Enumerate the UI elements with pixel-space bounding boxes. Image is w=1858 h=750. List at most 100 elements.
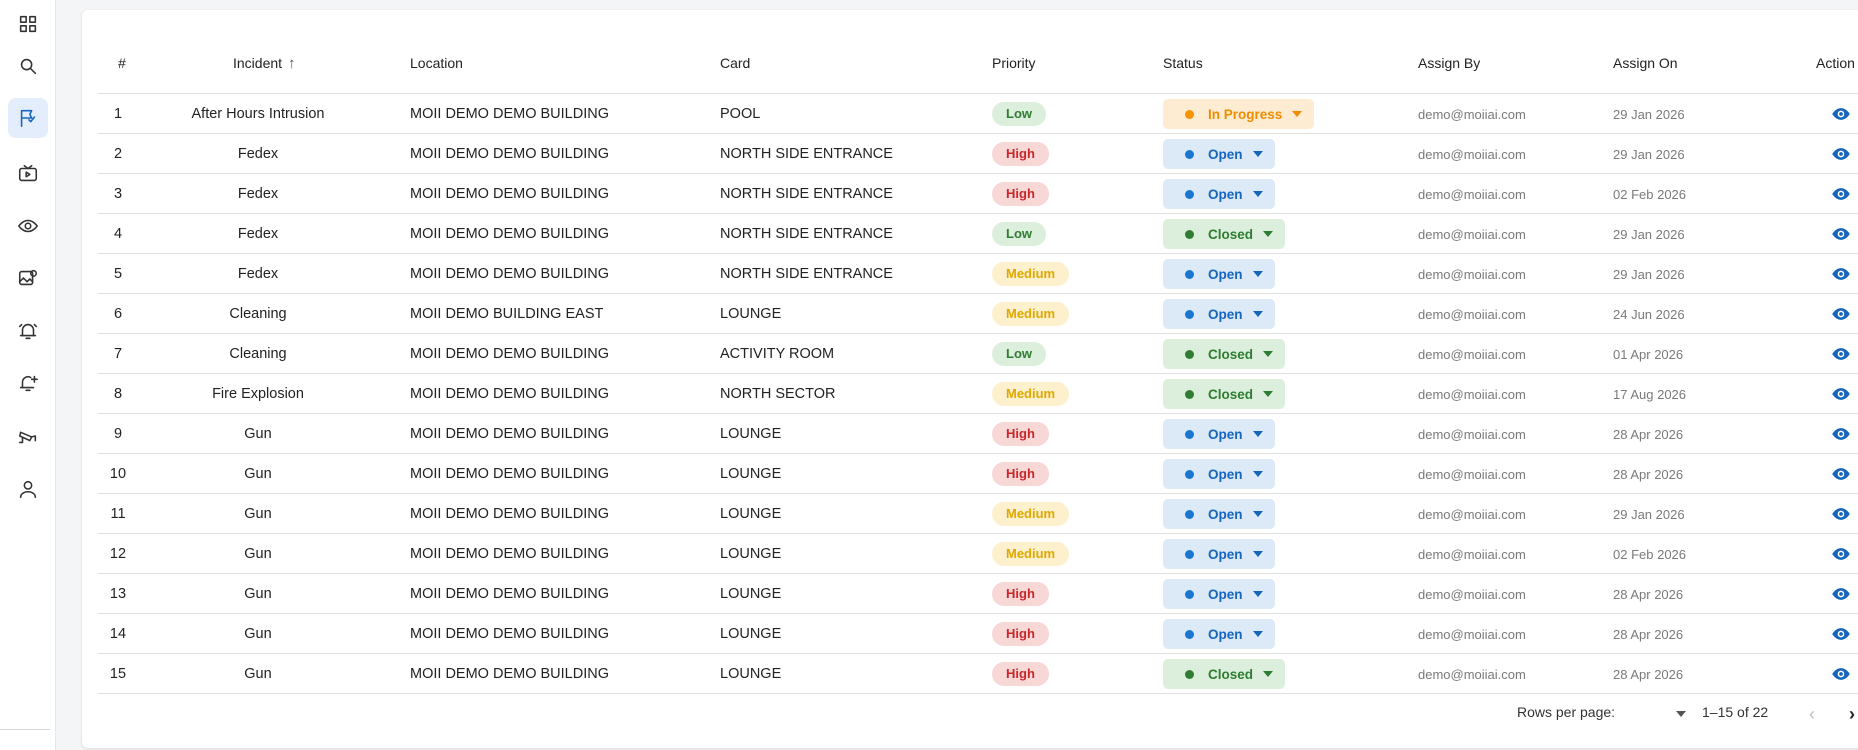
image-settings-icon[interactable] bbox=[8, 258, 48, 298]
view-eye-icon[interactable] bbox=[1830, 103, 1852, 125]
cell-card: LOUNGE bbox=[720, 666, 782, 682]
header-card: Card bbox=[720, 55, 751, 71]
status-dropdown[interactable]: Open bbox=[1163, 619, 1275, 649]
cell-num: 7 bbox=[113, 346, 123, 362]
status-dot-icon bbox=[1185, 189, 1194, 199]
chevron-down-icon bbox=[1252, 511, 1263, 517]
view-eye-icon[interactable] bbox=[1830, 183, 1852, 205]
cell-num: 9 bbox=[113, 426, 123, 442]
cell-assign-on: 28 Apr 2026 bbox=[1613, 666, 1684, 682]
priority-badge: High bbox=[992, 462, 1049, 486]
table-row: 5 Fedex MOII DEMO DEMO BUILDING NORTH SIDE … bbox=[98, 254, 1858, 294]
cell-incident: Fedex bbox=[237, 146, 279, 162]
status-dropdown[interactable]: Open bbox=[1163, 419, 1275, 449]
dashboard-grid-icon[interactable] bbox=[8, 4, 48, 44]
view-eye-icon[interactable] bbox=[1830, 263, 1852, 285]
cell-assign-by: demo@moiiai.com bbox=[1418, 506, 1526, 522]
cell-assign-by: demo@moiiai.com bbox=[1418, 306, 1526, 322]
status-dropdown[interactable]: Open bbox=[1163, 499, 1275, 529]
status-dropdown[interactable]: Closed bbox=[1163, 219, 1286, 249]
cell-num: 5 bbox=[113, 266, 123, 282]
chevron-down-icon bbox=[1252, 591, 1263, 597]
view-eye-icon[interactable] bbox=[1830, 143, 1852, 165]
view-eye-icon[interactable] bbox=[1830, 503, 1852, 525]
alarm-bell-icon[interactable] bbox=[8, 311, 48, 351]
status-dropdown[interactable]: Open bbox=[1163, 299, 1275, 329]
cell-card: LOUNGE bbox=[720, 466, 782, 482]
cell-card: LOUNGE bbox=[720, 506, 782, 522]
view-eye-icon[interactable] bbox=[1830, 383, 1852, 405]
status-dropdown[interactable]: Closed bbox=[1163, 339, 1286, 369]
cell-assign-by: demo@moiiai.com bbox=[1418, 426, 1526, 442]
video-player-icon[interactable] bbox=[8, 154, 48, 194]
cell-incident: Fire Explosion bbox=[212, 386, 304, 402]
status-dropdown[interactable]: Closed bbox=[1163, 659, 1286, 689]
table-row: 6 Cleaning MOII DEMO BUILDING EAST LOUNGE Me… bbox=[98, 294, 1858, 334]
table-row: 13 Gun MOII DEMO DEMO BUILDING LOUNGE High Op… bbox=[98, 574, 1858, 614]
view-eye-icon[interactable] bbox=[1830, 543, 1852, 565]
view-eye-icon[interactable] bbox=[1830, 423, 1852, 445]
cell-assign-by: demo@moiiai.com bbox=[1418, 186, 1526, 202]
status-label: Open bbox=[1208, 426, 1243, 442]
next-page-button[interactable]: › bbox=[1838, 700, 1858, 728]
table-row: 15 Gun MOII DEMO DEMO BUILDING LOUNGE High Cl… bbox=[98, 654, 1858, 694]
previous-page-button[interactable]: ‹ bbox=[1798, 700, 1826, 728]
status-dropdown[interactable]: Open bbox=[1163, 539, 1275, 569]
priority-badge: High bbox=[992, 622, 1049, 646]
table-row: 3 Fedex MOII DEMO DEMO BUILDING NORTH SIDE … bbox=[98, 174, 1858, 214]
rows-per-page-select[interactable] bbox=[1642, 702, 1694, 726]
search-icon[interactable] bbox=[8, 46, 48, 86]
cell-action bbox=[1830, 534, 1852, 574]
cell-priority: High bbox=[992, 574, 1049, 614]
header-incident[interactable]: Incident ↑ bbox=[233, 32, 296, 94]
cell-num: 12 bbox=[109, 546, 127, 562]
cctv-camera-icon[interactable] bbox=[8, 416, 48, 456]
table-row: 1 After Hours Intrusion MOII DEMO DEMO BUI… bbox=[98, 94, 1858, 134]
status-dropdown[interactable]: Open bbox=[1163, 139, 1275, 169]
priority-badge: Low bbox=[992, 342, 1046, 366]
status-dot-icon bbox=[1185, 509, 1194, 519]
cell-assign-on: 29 Jan 2026 bbox=[1613, 106, 1685, 122]
status-dropdown[interactable]: Open bbox=[1163, 259, 1275, 289]
view-eye-icon[interactable] bbox=[1830, 623, 1852, 645]
sidebar bbox=[0, 0, 56, 750]
cell-card: LOUNGE bbox=[720, 586, 782, 602]
cell-action bbox=[1830, 294, 1852, 334]
status-dropdown[interactable]: Closed bbox=[1163, 379, 1286, 409]
status-label: Closed bbox=[1208, 666, 1254, 682]
view-eye-icon[interactable] bbox=[1830, 343, 1852, 365]
cell-assign-on: 28 Apr 2026 bbox=[1613, 586, 1684, 602]
cell-num: 2 bbox=[113, 146, 123, 162]
cell-assign-on: 29 Jan 2026 bbox=[1613, 266, 1685, 282]
sort-ascending-icon[interactable]: ↑ bbox=[288, 54, 296, 72]
cell-location: MOII DEMO DEMO BUILDING bbox=[410, 586, 609, 602]
cell-status: Open bbox=[1163, 614, 1275, 654]
view-eye-icon[interactable] bbox=[1830, 303, 1852, 325]
view-eye-icon[interactable] bbox=[1830, 463, 1852, 485]
priority-badge: Medium bbox=[992, 542, 1070, 566]
view-eye-icon[interactable] bbox=[1830, 583, 1852, 605]
cell-action bbox=[1830, 374, 1852, 414]
user-profile-icon[interactable] bbox=[8, 469, 48, 509]
status-dropdown[interactable]: Open bbox=[1163, 579, 1275, 609]
cell-card: POOL bbox=[720, 106, 761, 122]
cell-action bbox=[1830, 334, 1852, 374]
cell-assign-on: 02 Feb 2026 bbox=[1613, 186, 1687, 202]
view-eye-icon[interactable] bbox=[1830, 663, 1852, 685]
chevron-down-icon bbox=[1252, 151, 1263, 157]
status-dropdown[interactable]: Open bbox=[1163, 179, 1275, 209]
priority-badge: Low bbox=[992, 222, 1046, 246]
cell-priority: Medium bbox=[992, 374, 1070, 414]
status-dropdown[interactable]: In Progress bbox=[1163, 99, 1315, 129]
chevron-down-icon bbox=[1252, 311, 1263, 317]
status-dropdown[interactable]: Open bbox=[1163, 459, 1275, 489]
status-label: Open bbox=[1208, 186, 1243, 202]
view-eye-icon[interactable] bbox=[1830, 223, 1852, 245]
incidents-table-panel: # Incident ↑ Location Card Priority Stat… bbox=[82, 10, 1858, 748]
surveillance-eye-icon[interactable] bbox=[8, 206, 48, 246]
status-label: Closed bbox=[1208, 226, 1254, 242]
cell-location: MOII DEMO DEMO BUILDING bbox=[410, 186, 609, 202]
incidents-flag-icon[interactable] bbox=[8, 98, 48, 138]
add-alert-icon[interactable] bbox=[8, 363, 48, 403]
status-dot-icon bbox=[1185, 389, 1194, 399]
